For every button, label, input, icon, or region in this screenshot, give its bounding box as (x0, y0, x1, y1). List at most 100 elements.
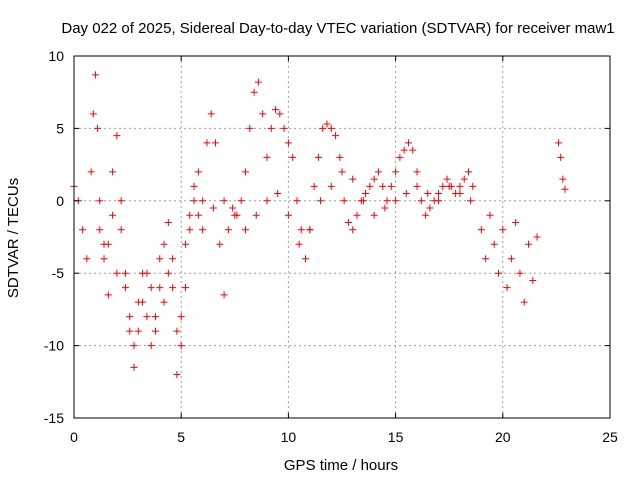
data-point (126, 313, 134, 321)
data-point (456, 190, 464, 198)
data-point (94, 124, 102, 132)
data-point (254, 78, 262, 86)
data-point (91, 71, 99, 79)
data-point (387, 182, 395, 190)
data-point (417, 197, 425, 205)
data-point (156, 255, 164, 263)
data-point (370, 175, 378, 183)
data-point (143, 313, 151, 321)
data-point (349, 226, 357, 234)
data-point (147, 284, 155, 292)
data-point (134, 298, 142, 306)
data-point (280, 124, 288, 132)
data-point (422, 211, 430, 219)
data-point (306, 226, 314, 234)
data-point (242, 226, 250, 234)
data-point (392, 168, 400, 176)
data-point (289, 153, 297, 161)
data-point (100, 255, 108, 263)
data-point (164, 219, 172, 227)
data-point (121, 284, 129, 292)
data-point (445, 182, 453, 190)
chart-title: Day 022 of 2025, Sidereal Day-to-day VTE… (61, 20, 614, 37)
data-point (409, 146, 417, 154)
data-point (113, 132, 121, 140)
data-point (314, 153, 322, 161)
data-point (203, 139, 211, 147)
data-point (212, 139, 220, 147)
data-point (413, 168, 421, 176)
data-point (293, 197, 301, 205)
data-point (525, 240, 533, 248)
data-point (177, 313, 185, 321)
data-point (555, 139, 563, 147)
axis-ticks: 0 5 10 15 20 25 -15 -10 -5 0 5 10 (44, 48, 618, 445)
data-point (302, 255, 310, 263)
data-point (117, 226, 125, 234)
data-point (250, 88, 258, 96)
data-point (317, 197, 325, 205)
data-point (117, 197, 125, 205)
data-point (340, 197, 348, 205)
data-point (424, 190, 432, 198)
data-point (338, 168, 346, 176)
data-point (229, 204, 237, 212)
data-point (130, 363, 138, 371)
data-points (70, 71, 569, 379)
data-point (121, 269, 129, 277)
data-point (190, 182, 198, 190)
data-point (113, 269, 121, 277)
data-point (426, 204, 434, 212)
grid-lines (74, 56, 610, 418)
data-point (557, 153, 565, 161)
data-point (186, 211, 194, 219)
data-point (147, 342, 155, 350)
data-point (379, 182, 387, 190)
data-point (439, 182, 447, 190)
data-point (434, 190, 442, 198)
data-point (181, 284, 189, 292)
data-point (263, 197, 271, 205)
data-point (259, 110, 267, 118)
data-point (190, 197, 198, 205)
y-tick-label: -10 (44, 338, 64, 354)
data-point (252, 211, 260, 219)
data-point (209, 204, 217, 212)
data-point (319, 124, 327, 132)
data-point (173, 371, 181, 379)
data-point (130, 342, 138, 350)
data-point (482, 255, 490, 263)
data-point (516, 269, 524, 277)
y-tick-label: -15 (44, 410, 64, 426)
data-point (79, 226, 87, 234)
data-point (220, 197, 228, 205)
data-point (507, 255, 515, 263)
data-point (404, 139, 412, 147)
data-point (109, 168, 117, 176)
data-point (207, 110, 215, 118)
data-point (374, 168, 382, 176)
data-point (512, 219, 520, 227)
data-point (104, 291, 112, 299)
data-point (139, 269, 147, 277)
data-point (276, 110, 284, 118)
data-point (336, 153, 344, 161)
data-point (96, 197, 104, 205)
data-point (559, 175, 567, 183)
data-point (173, 327, 181, 335)
data-point (169, 255, 177, 263)
data-point (443, 175, 451, 183)
data-point (246, 124, 254, 132)
data-point (237, 197, 245, 205)
data-point (464, 168, 472, 176)
data-point (231, 211, 239, 219)
data-point (160, 240, 168, 248)
data-point (561, 185, 569, 193)
plot-frame (73, 55, 611, 419)
data-point (529, 276, 537, 284)
data-point (109, 211, 117, 219)
data-point (126, 327, 134, 335)
data-point (353, 211, 361, 219)
data-point (349, 175, 357, 183)
